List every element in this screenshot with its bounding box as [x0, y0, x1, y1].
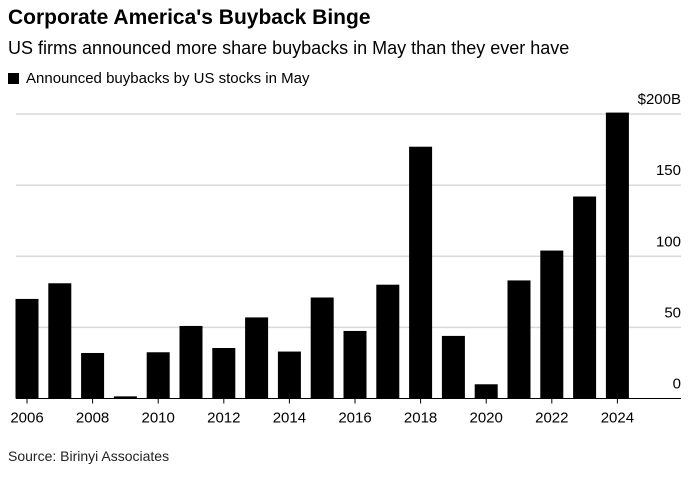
- bar: [474, 384, 498, 399]
- bar: [409, 146, 433, 399]
- bar: [81, 352, 105, 399]
- y-tick-label: 0: [673, 376, 681, 393]
- x-tick-label: 2018: [404, 410, 437, 427]
- legend-swatch: [8, 73, 19, 84]
- x-tick-label: 2006: [10, 410, 43, 427]
- bar: [605, 112, 629, 399]
- bar: [15, 298, 39, 399]
- bar: [507, 280, 531, 399]
- chart-subtitle: US firms announced more share buybacks i…: [8, 38, 570, 58]
- source-note: Source: Birinyi Associates: [8, 448, 170, 464]
- x-tick-label: 2012: [207, 410, 240, 427]
- bar: [146, 352, 170, 399]
- y-tick-label: 100: [656, 233, 681, 250]
- bar: [212, 348, 236, 399]
- bar: [441, 335, 465, 399]
- x-tick-label: 2022: [535, 410, 568, 427]
- bar: [540, 250, 564, 399]
- y-tick-label: $200B: [638, 91, 681, 108]
- y-tick-label: 150: [656, 162, 681, 179]
- x-tick-label: 2016: [338, 410, 371, 427]
- x-tick-label: 2024: [601, 410, 634, 427]
- x-tick-label: 2008: [76, 410, 109, 427]
- legend: Announced buybacks by US stocks in May: [8, 70, 309, 87]
- y-tick-label: 50: [664, 304, 681, 321]
- bar: [113, 396, 137, 399]
- bar: [245, 317, 269, 399]
- bar: [48, 283, 72, 399]
- chart-title: Corporate America's Buyback Binge: [8, 6, 371, 29]
- legend-label: Announced buybacks by US stocks in May: [26, 70, 310, 87]
- bar: [277, 351, 301, 399]
- bar: [179, 325, 203, 399]
- x-tick-label: 2014: [273, 410, 306, 427]
- bar: [376, 284, 400, 399]
- bar: [310, 297, 334, 399]
- bar: [343, 330, 367, 399]
- x-tick-label: 2010: [142, 410, 175, 427]
- bar: [573, 196, 597, 399]
- x-tick-label: 2020: [470, 410, 503, 427]
